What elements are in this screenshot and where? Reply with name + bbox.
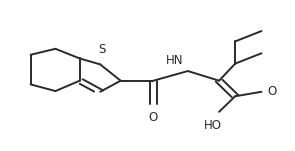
Text: O: O bbox=[149, 111, 158, 124]
Text: O: O bbox=[267, 85, 276, 98]
Text: HO: HO bbox=[204, 119, 222, 132]
Text: HN: HN bbox=[166, 54, 183, 67]
Text: S: S bbox=[98, 43, 105, 56]
